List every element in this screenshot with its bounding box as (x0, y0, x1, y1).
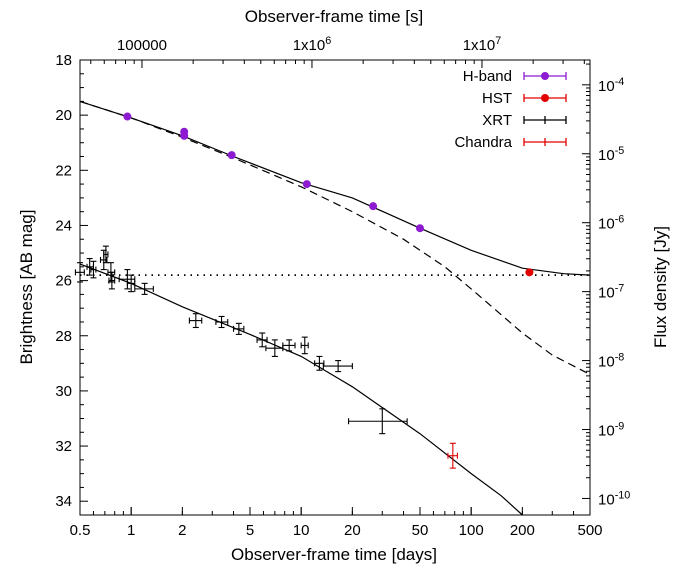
legend-marker (541, 94, 549, 102)
y2-tick-label-exponent: -9 (615, 421, 625, 433)
data-point-0 (123, 112, 132, 121)
x-tick-label: 5 (246, 522, 254, 539)
y2-tick-label-text: 10 (598, 147, 615, 164)
y2-tick-label-exponent: -4 (615, 76, 625, 88)
y-tick-label: 32 (55, 438, 72, 455)
data-point-1 (525, 268, 534, 277)
legend-marker (541, 72, 549, 80)
y-axis-label: Brightness [AB mag] (17, 210, 36, 365)
top-tick-label-exponent: 7 (495, 35, 501, 47)
data-points (74, 112, 534, 469)
top-axis-label: Observer-frame time [s] (245, 7, 424, 26)
top-tick-label: 1x106 (293, 35, 332, 54)
y-tick-label: 28 (55, 328, 72, 345)
data-point-0 (369, 202, 378, 211)
y2-tick-label-text: 10 (598, 285, 615, 302)
x-tick-label: 2 (178, 522, 186, 539)
y2-tick-label-exponent: -10 (615, 489, 631, 501)
x-axis-label: Observer-frame time [days] (231, 545, 437, 564)
y2-tick-label-exponent: -6 (615, 214, 625, 226)
y2-tick-label: 10-6 (598, 214, 624, 233)
x-tick-label: 50 (412, 522, 429, 539)
y2-tick-label-text: 10 (598, 491, 615, 508)
model-curve-2 (79, 263, 523, 516)
y2-tick-label-text: 10 (598, 354, 615, 371)
model-curve-0 (79, 100, 591, 276)
y2-tick-label-exponent: -7 (615, 283, 625, 295)
y2-tick-label: 10-8 (598, 352, 624, 371)
y-tick-label: 26 (55, 273, 72, 290)
y2-tick-label-text: 10 (598, 78, 615, 95)
top-tick-label-text: 1x10 (463, 37, 496, 54)
data-point-0 (302, 180, 311, 189)
y2-tick-label: 10-9 (598, 421, 624, 440)
y2-axis-label: Flux density [Jy] (651, 226, 670, 348)
x-tick-label: 100 (459, 522, 484, 539)
top-tick-label-text: 1x10 (293, 37, 326, 54)
y-tick-label: 18 (55, 52, 72, 69)
legend-label: HST (482, 90, 512, 107)
y-tick-label: 20 (55, 107, 72, 124)
y2-tick-label-exponent: -8 (615, 352, 625, 364)
y-tick-label: 30 (55, 383, 72, 400)
x-tick-label: 200 (510, 522, 535, 539)
top-tick-label: 1x107 (463, 35, 502, 54)
data-point-0 (227, 151, 236, 160)
legend-label: XRT (482, 112, 512, 129)
y2-tick-label-text: 10 (598, 216, 615, 233)
y2-tick-label: 10-5 (598, 145, 624, 164)
plot-frame (79, 59, 591, 516)
y-tick-label: 24 (55, 217, 72, 234)
legend: H-band HST XRT Chandra (454, 68, 567, 151)
y2-tick-label: 10-4 (598, 76, 624, 95)
top-tick-label: 100000 (117, 37, 167, 54)
model-curve-1 (79, 100, 591, 375)
y2-tick-label-text: 10 (598, 423, 615, 440)
x-tick-label: 500 (577, 522, 602, 539)
y-tick-label: 22 (55, 162, 72, 179)
x-tick-label: 20 (344, 522, 361, 539)
data-point-0 (416, 224, 424, 233)
y2-tick-label-exponent: -5 (615, 145, 625, 157)
model-curves (79, 100, 591, 516)
x-tick-label: 1 (127, 522, 135, 539)
legend-label: H-band (463, 68, 512, 85)
y2-tick-label: 10-7 (598, 283, 624, 302)
y2-tick-label: 10-10 (598, 489, 630, 508)
x-tick-label: 10 (293, 522, 310, 539)
top-tick-label-exponent: 6 (325, 35, 331, 47)
top-tick-label-text: 100000 (117, 37, 167, 54)
data-point-0 (180, 131, 189, 140)
y-tick-label: 34 (55, 493, 72, 510)
legend-label: Chandra (454, 134, 512, 151)
x-tick-label: 0.5 (70, 522, 91, 539)
